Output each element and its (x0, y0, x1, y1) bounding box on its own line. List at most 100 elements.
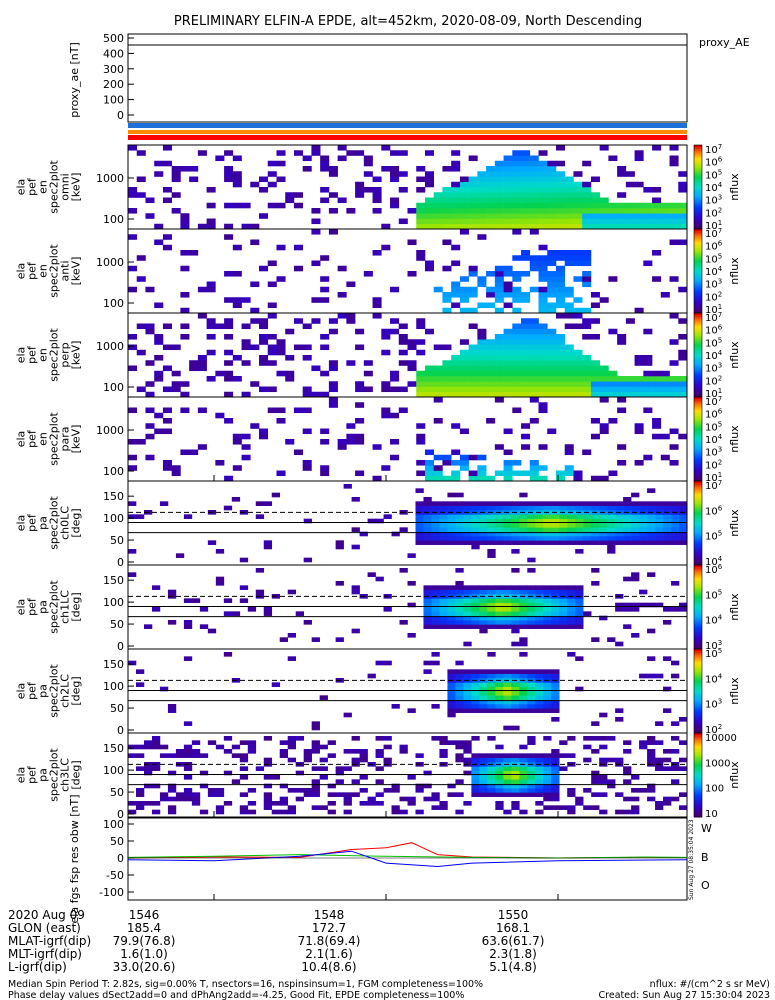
colorbar-cell (694, 621, 702, 625)
colorbar-cell (694, 655, 702, 658)
heatmap-cell (302, 344, 312, 351)
heatmap-cell (455, 686, 464, 692)
panel-ylabel-word: [keV] (70, 425, 83, 454)
heatmap-cell (639, 514, 648, 519)
heatmap-cell (451, 223, 461, 230)
heatmap-cell (463, 744, 472, 750)
heatmap-cell (479, 779, 488, 784)
heatmap-cell (511, 725, 520, 731)
heatmap-cell (463, 708, 472, 713)
colorbar-cell (694, 707, 702, 711)
heatmap-cell (451, 197, 461, 204)
heatmap-cell (343, 749, 352, 754)
heatmap-cell (433, 386, 443, 393)
heatmap-cell (647, 514, 656, 519)
status-bar-orange (128, 130, 687, 134)
heatmap-cell (337, 439, 347, 445)
proxy-ae-ytick-label: 100 (103, 94, 124, 107)
heatmap-cell (255, 766, 265, 771)
heatmap-cell (535, 624, 544, 629)
heatmap-cell (639, 740, 648, 745)
heatmap-cell (191, 753, 201, 758)
heatmap-cell (276, 176, 286, 183)
heatmap-cell (477, 213, 487, 219)
heatmap-cell (159, 501, 169, 506)
heatmap-cell (583, 540, 592, 545)
colorbar-cell (694, 485, 702, 488)
heatmap-cell (494, 286, 504, 293)
colorbar-cell (694, 550, 702, 553)
heatmap-cell (521, 318, 531, 324)
heatmap-cell (486, 197, 496, 204)
heatmap-cell (519, 585, 528, 590)
heatmap-cell (639, 673, 648, 679)
heatmap-cell (511, 620, 520, 625)
heatmap-cell (678, 376, 688, 382)
heatmap-cell (535, 775, 544, 780)
heatmap-cell (590, 213, 600, 219)
heatmap-cell (479, 624, 488, 629)
heatmap-cell (503, 682, 512, 687)
heatmap-cell (617, 407, 627, 414)
heatmap-cell (136, 255, 146, 261)
colorbar-cell (694, 525, 702, 528)
heatmap-cell (206, 281, 216, 288)
heatmap-cell (407, 208, 417, 214)
heatmap-cell (180, 250, 190, 256)
heatmap-cell (519, 652, 528, 657)
heatmap-cell (590, 302, 600, 309)
heatmap-cell (543, 792, 552, 797)
heatmap-cell (551, 585, 560, 590)
colorbar-cell (694, 350, 702, 354)
heatmap-cell (303, 757, 312, 763)
heatmap-cell (543, 686, 552, 692)
heatmap-cell (678, 213, 688, 219)
colorbar-cell (694, 478, 702, 482)
heatmap-cell (399, 620, 408, 625)
heatmap-cell (468, 344, 478, 351)
heatmap-cell (145, 454, 155, 461)
heatmap-cell (559, 536, 568, 541)
heatmap-cell (551, 615, 560, 621)
heatmap-cell (433, 344, 443, 351)
heatmap-cell (671, 514, 680, 519)
heatmap-cell (599, 202, 609, 209)
heatmap-cell (372, 197, 382, 204)
heatmap-cell (511, 788, 520, 793)
heatmap-cell (519, 673, 528, 679)
heatmap-cell (447, 783, 456, 789)
heatmap-cell (608, 155, 618, 162)
heatmap-cell (455, 809, 464, 815)
heatmap-cell (463, 620, 472, 625)
heatmap-cell (555, 271, 566, 277)
heatmap-cell (423, 783, 432, 789)
heatmap-cell (559, 602, 568, 608)
heatmap-cell (375, 518, 384, 524)
heatmap-cell (416, 370, 426, 377)
heatmap-cell (459, 454, 469, 461)
heatmap-cell (543, 673, 552, 679)
heatmap-cell (255, 501, 265, 506)
heatmap-cell (311, 145, 321, 151)
heatmap-cell (511, 518, 520, 524)
heatmap-cell (197, 360, 207, 366)
heatmap-cell (521, 255, 531, 261)
heatmap-cell (363, 386, 373, 393)
heatmap-cell (276, 349, 286, 356)
heatmap-cell (529, 397, 539, 403)
heatmap-cell (575, 796, 584, 802)
heatmap-cell (535, 620, 544, 625)
heatmap-cell (538, 475, 548, 482)
heatmap-cell (617, 166, 627, 172)
colorbar-cell (694, 439, 702, 442)
heatmap-cell (503, 223, 513, 230)
heatmap-cell (623, 740, 632, 745)
heatmap-cell (573, 323, 583, 330)
heatmap-cell (671, 505, 680, 511)
colorbar-cell (694, 321, 702, 324)
colorbar-cell (694, 292, 702, 295)
panel-ylabel-word: ch1LC (59, 590, 72, 624)
colorbar-cell (694, 728, 702, 732)
heatmap-cell (471, 704, 480, 709)
